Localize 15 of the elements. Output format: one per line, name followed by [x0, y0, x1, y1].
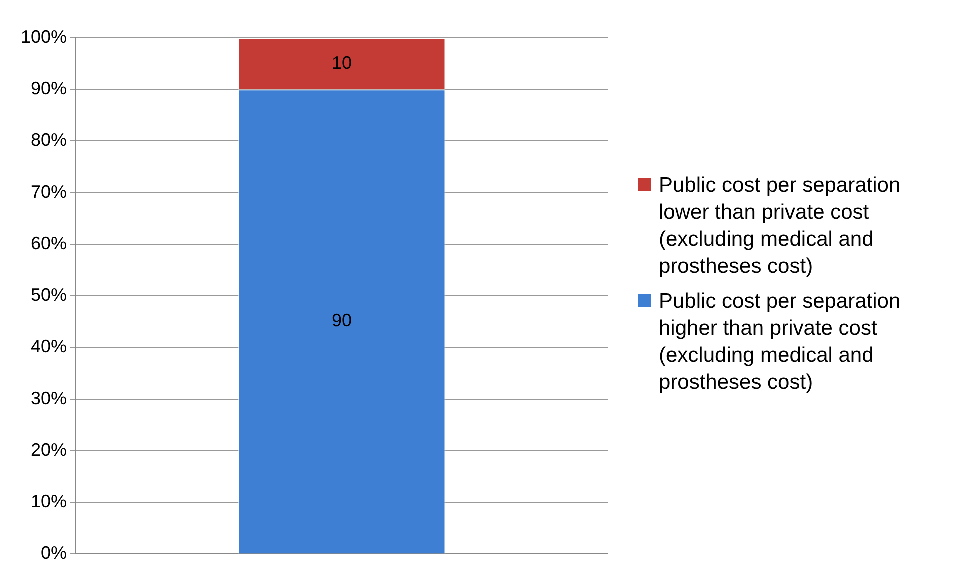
- y-tick-label: 50%: [31, 285, 68, 306]
- y-tick-label: 30%: [31, 388, 68, 408]
- y-tick-label: 80%: [31, 130, 68, 150]
- y-tick-label: 20%: [31, 440, 68, 460]
- y-tick-label: 60%: [31, 233, 68, 254]
- legend-label: Public cost per separation lower than private cost (excluding medical and prostheses cost): [659, 173, 902, 280]
- y-tick-label: 0%: [41, 543, 68, 564]
- y-tick-label: 100%: [20, 26, 68, 47]
- data-label: 90: [332, 310, 352, 331]
- y-tick-label: 40%: [31, 336, 68, 357]
- y-tick-label: 90%: [31, 78, 68, 99]
- y-tick-label: 10%: [31, 492, 68, 512]
- legend-label: Public cost per separation higher than private cost (excluding medical and prostheses cost): [659, 289, 902, 396]
- y-tick-label: 70%: [31, 182, 68, 202]
- data-label: 10: [332, 52, 352, 73]
